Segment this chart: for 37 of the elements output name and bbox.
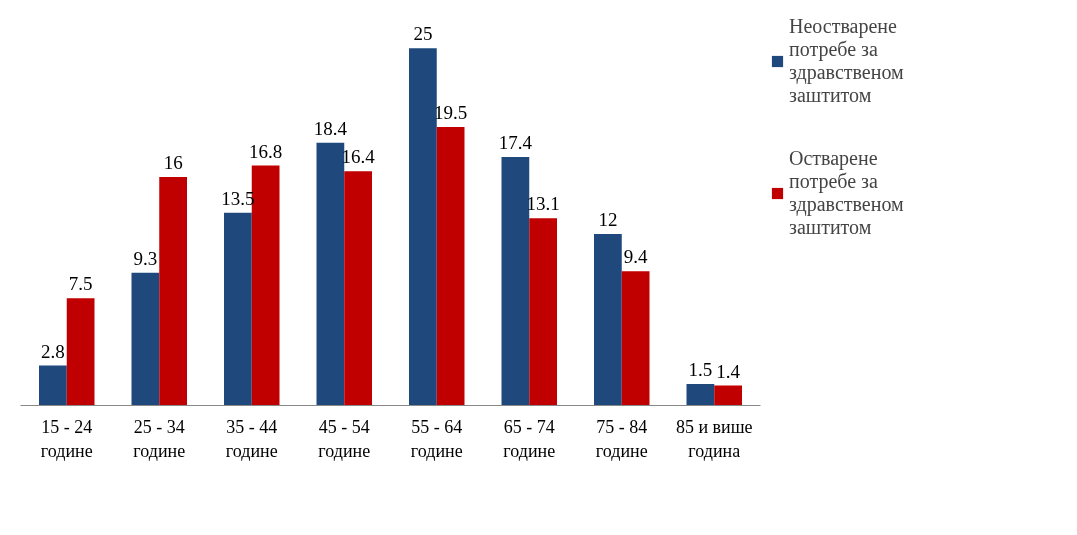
data-label: 25	[413, 23, 433, 45]
bar	[501, 156, 530, 406]
bar	[159, 176, 187, 406]
x-tick-label: 45 - 54 године	[318, 416, 371, 461]
legend-label: Остварене потребе за здравственом заштитом	[789, 147, 904, 239]
x-tick-label: 25 - 34 године	[133, 416, 186, 461]
bar	[436, 126, 465, 406]
data-label: 16.8	[249, 140, 283, 162]
bar	[409, 48, 437, 406]
x-tick-label: 75 - 84 године	[595, 416, 648, 461]
data-label: 18.4	[313, 117, 348, 139]
data-label: 7.5	[68, 273, 93, 295]
bar	[224, 212, 252, 406]
x-tick-label: 35 - 44 године	[225, 416, 278, 461]
bar	[316, 142, 345, 406]
bar	[131, 272, 160, 406]
legend-label: Неостварене потребе за здравственом заштитом	[789, 15, 904, 107]
bar	[39, 365, 67, 406]
data-label: 1.5	[688, 359, 713, 381]
data-label: 1.4	[716, 360, 741, 382]
x-tick-label: 85 и више година	[675, 416, 753, 461]
data-label: 16	[163, 151, 183, 173]
x-tick-label: 15 - 24 године	[40, 416, 93, 461]
data-label: 17.4	[498, 131, 533, 153]
bar	[714, 385, 742, 406]
bar	[621, 271, 650, 406]
bar	[529, 218, 557, 406]
data-label: 9.3	[133, 247, 158, 269]
data-label: 12	[598, 209, 618, 231]
bar	[66, 298, 95, 406]
data-label: 2.8	[41, 340, 65, 362]
bar	[344, 171, 372, 406]
x-tick-label: 65 - 74 године	[503, 416, 556, 461]
data-label: 9.4	[623, 246, 648, 268]
x-tick-label: 55 - 64 године	[410, 416, 463, 461]
bar	[686, 384, 715, 406]
bar	[594, 234, 622, 406]
